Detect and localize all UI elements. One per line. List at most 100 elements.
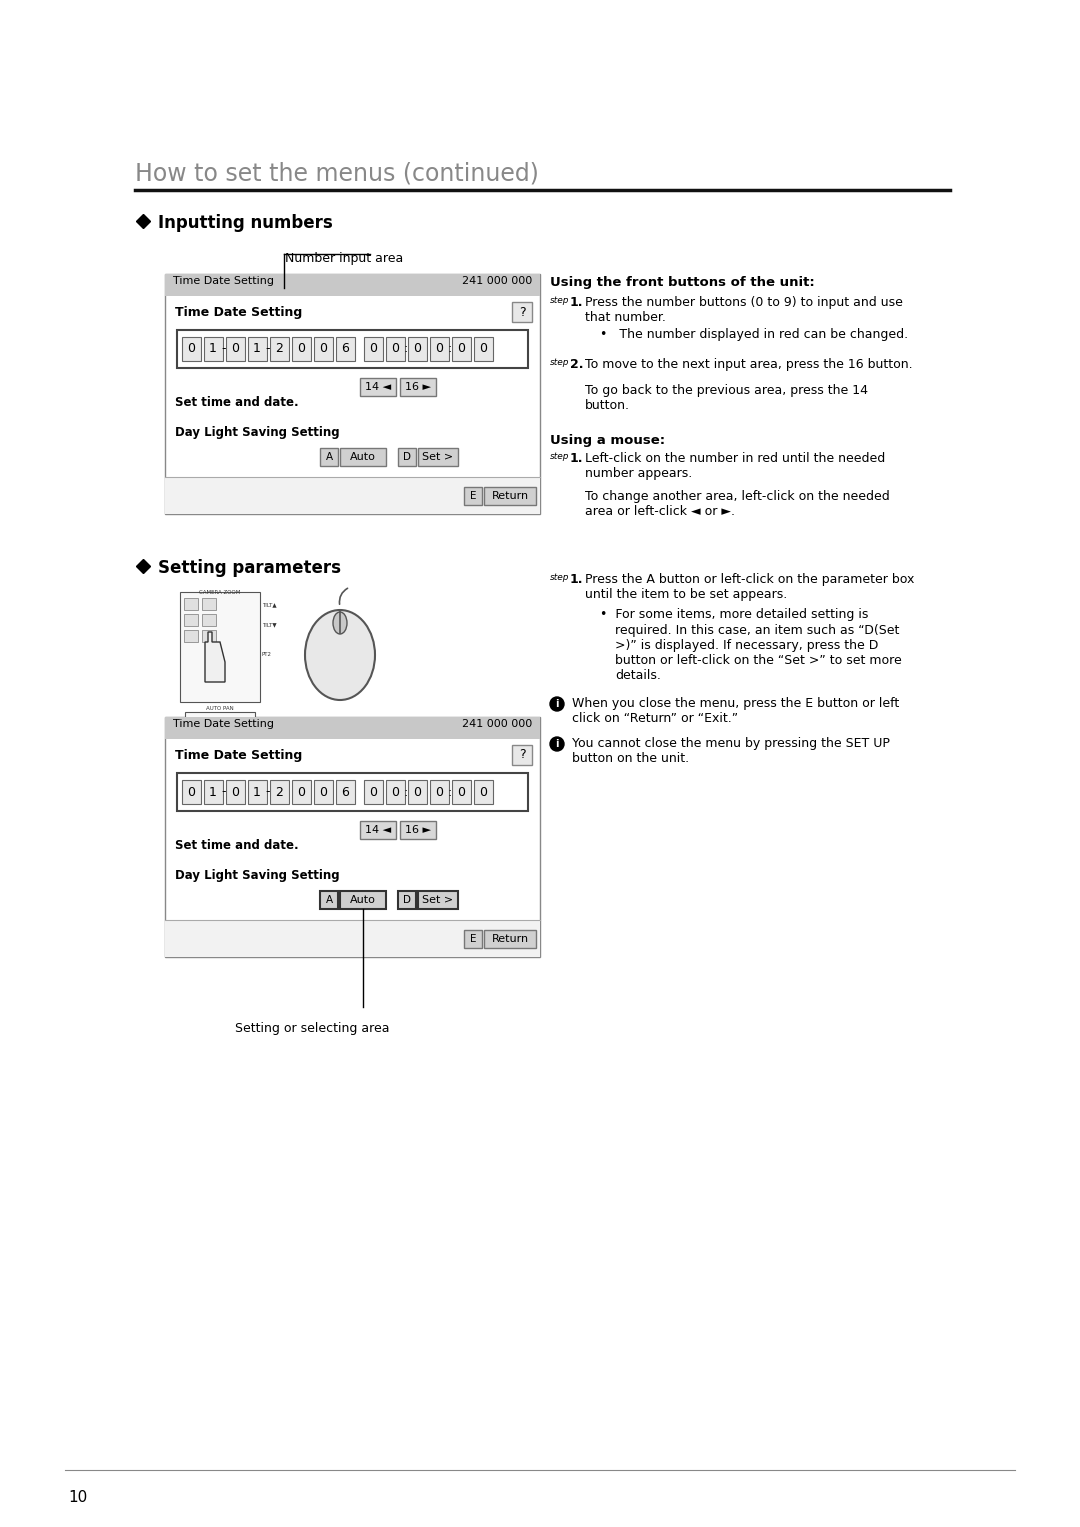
Text: Press the number buttons (0 to 9) to input and use: Press the number buttons (0 to 9) to inp… (585, 296, 903, 308)
Text: •   The number displayed in red can be changed.: • The number displayed in red can be cha… (600, 328, 908, 341)
Text: D: D (403, 895, 411, 906)
Text: 0: 0 (187, 342, 195, 356)
Text: step: step (550, 296, 569, 305)
Text: 16 ►: 16 ► (405, 825, 431, 835)
Text: 0: 0 (231, 342, 239, 356)
Text: :: : (448, 785, 453, 799)
Text: E: E (470, 935, 476, 944)
Bar (184, 631, 198, 641)
Text: Set time and date.: Set time and date. (175, 395, 299, 409)
Text: Set >: Set > (422, 452, 454, 463)
Bar (407, 337, 427, 360)
Text: button on the unit.: button on the unit. (572, 751, 689, 765)
Text: 14 ◄: 14 ◄ (365, 825, 391, 835)
Text: 0: 0 (435, 342, 443, 356)
Text: 0: 0 (231, 785, 239, 799)
Text: 2: 2 (275, 342, 283, 356)
Text: details.: details. (615, 669, 661, 683)
Text: 0: 0 (413, 785, 421, 799)
Text: area or left-click ◄ or ►.: area or left-click ◄ or ►. (585, 505, 735, 518)
Text: Number input area: Number input area (285, 252, 403, 266)
Bar (473, 780, 492, 805)
Text: until the item to be set appears.: until the item to be set appears. (585, 588, 787, 602)
Circle shape (550, 738, 564, 751)
Bar (247, 780, 267, 805)
Text: Setting parameters: Setting parameters (158, 559, 341, 577)
Text: i: i (555, 739, 558, 750)
Text: Using the front buttons of the unit:: Using the front buttons of the unit: (550, 276, 814, 289)
Text: 10: 10 (68, 1490, 87, 1506)
Text: Return: Return (491, 935, 528, 944)
Text: To go back to the previous area, press the 14: To go back to the previous area, press t… (585, 383, 868, 397)
Bar (165, 476, 540, 515)
Bar (184, 614, 198, 626)
Bar (451, 337, 471, 360)
Text: Press the A button or left-click on the parameter box: Press the A button or left-click on the … (585, 573, 915, 586)
Text: 241 000 000: 241 000 000 (462, 276, 532, 286)
Text: 0: 0 (391, 785, 399, 799)
Text: To move to the next input area, press the 16 button.: To move to the next input area, press th… (585, 357, 913, 371)
Bar (181, 337, 201, 360)
Bar (399, 447, 416, 466)
Bar (336, 780, 354, 805)
Text: 1: 1 (210, 785, 217, 799)
Text: Set time and date.: Set time and date. (175, 838, 299, 852)
Bar (400, 822, 436, 838)
Text: button or left-click on the “Set >” to set more: button or left-click on the “Set >” to s… (615, 654, 902, 667)
Bar (181, 780, 201, 805)
Bar (165, 273, 540, 515)
Text: 1: 1 (253, 785, 261, 799)
Bar (180, 592, 260, 702)
Text: 0: 0 (413, 342, 421, 356)
Text: CAMERA ZOOM: CAMERA ZOOM (200, 589, 241, 596)
Text: click on “Return” or “Exit.”: click on “Return” or “Exit.” (572, 712, 738, 725)
Text: 0: 0 (480, 342, 487, 356)
Text: 0: 0 (457, 785, 465, 799)
Text: 1: 1 (210, 342, 217, 356)
Text: Inputting numbers: Inputting numbers (158, 214, 333, 232)
Text: 14 ◄: 14 ◄ (365, 382, 391, 392)
Bar (165, 718, 540, 739)
Text: TILT▼: TILT▼ (262, 621, 276, 628)
Bar (484, 487, 536, 505)
Bar (292, 337, 311, 360)
Text: step: step (550, 452, 569, 461)
Text: TILT▲: TILT▲ (262, 602, 276, 608)
Text: 6: 6 (341, 785, 349, 799)
Text: Time Date Setting: Time Date Setting (175, 750, 302, 762)
Text: Left-click on the number in red until the needed: Left-click on the number in red until th… (585, 452, 886, 466)
Text: -: - (266, 342, 270, 356)
Bar (340, 890, 386, 909)
Text: Auto: Auto (350, 895, 376, 906)
Text: step: step (550, 573, 569, 582)
Text: ?: ? (518, 305, 525, 319)
Bar (184, 599, 198, 609)
Bar (270, 337, 288, 360)
Text: 0: 0 (297, 342, 305, 356)
Bar (512, 302, 532, 322)
Text: Time Date Setting: Time Date Setting (175, 305, 302, 319)
Bar (418, 447, 458, 466)
Text: Set >: Set > (422, 895, 454, 906)
Text: PT2: PT2 (262, 652, 272, 657)
Text: :: : (404, 342, 408, 356)
Text: -: - (221, 342, 226, 356)
Circle shape (550, 696, 564, 712)
Text: 0: 0 (391, 342, 399, 356)
Text: 2.: 2. (570, 357, 583, 371)
Bar (202, 614, 216, 626)
Bar (484, 930, 536, 948)
Text: 0: 0 (369, 785, 377, 799)
Text: ?: ? (518, 748, 525, 762)
Text: button.: button. (585, 399, 630, 412)
Text: required. In this case, an item such as “D(Set: required. In this case, an item such as … (615, 625, 900, 637)
Text: 0: 0 (457, 342, 465, 356)
Text: A: A (325, 895, 333, 906)
Text: Setting or selecting area: Setting or selecting area (235, 1022, 390, 1035)
Bar (292, 780, 311, 805)
Text: A: A (325, 452, 333, 463)
Bar (340, 447, 386, 466)
Ellipse shape (305, 609, 375, 699)
Text: •  For some items, more detailed setting is: • For some items, more detailed setting … (600, 608, 868, 621)
Text: i: i (555, 699, 558, 709)
